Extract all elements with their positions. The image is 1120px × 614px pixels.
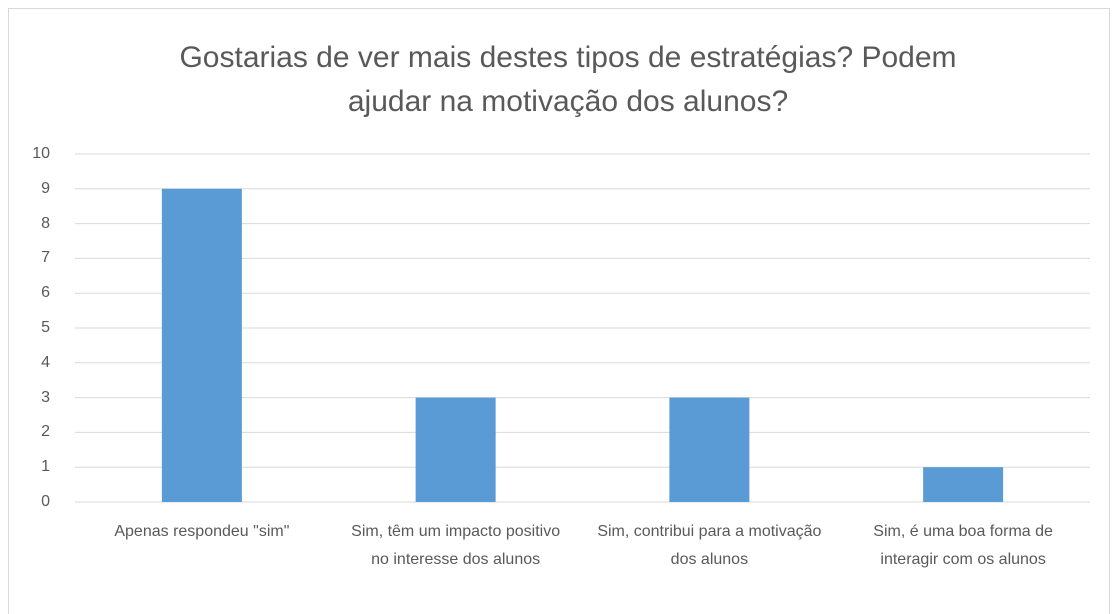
bar [161, 188, 242, 503]
y-tick-label: 10 [32, 145, 50, 162]
y-tick-label: 2 [41, 423, 50, 441]
y-tick-label: 9 [41, 179, 50, 197]
y-tick-label: 5 [41, 319, 50, 336]
x-tick-label: Apenas respondeu "sim" [114, 523, 290, 540]
bar [669, 397, 750, 502]
y-tick-label: 8 [41, 214, 50, 232]
y-tick-label: 0 [41, 493, 50, 510]
chart-frame [8, 8, 1110, 614]
bar [923, 467, 1004, 502]
y-tick-label: 6 [41, 284, 50, 302]
chart-title: Gostarias de ver mais destes tipos de es… [179, 41, 957, 118]
bar [415, 397, 496, 502]
y-tick-label: 4 [41, 353, 50, 371]
x-tick-label: Sim, é uma boa forma de interagir com os… [873, 523, 1053, 568]
x-tick-label: Sim, têm um impacto positivo no interess… [351, 523, 561, 568]
y-tick-label: 1 [41, 458, 50, 476]
y-tick-label: 7 [41, 249, 50, 267]
y-tick-label: 3 [41, 388, 50, 406]
x-tick-label: Sim, contribui para a motivação dos alun… [597, 523, 822, 568]
